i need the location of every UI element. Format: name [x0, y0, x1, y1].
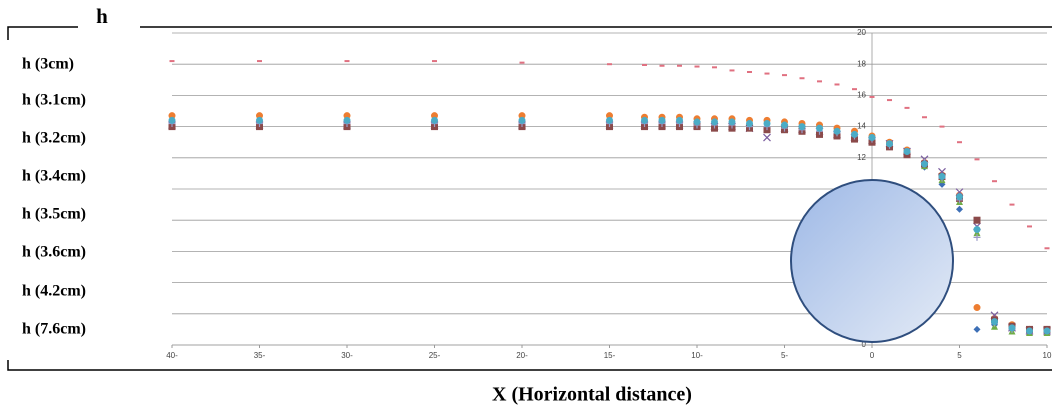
point	[676, 116, 683, 124]
legend-entry: h (3.5cm)	[22, 206, 86, 223]
point	[659, 64, 665, 67]
y-tick-label: 12	[857, 153, 866, 162]
marks	[168, 60, 1051, 337]
point	[257, 60, 262, 63]
point	[886, 140, 893, 148]
point	[746, 119, 753, 127]
point	[1009, 203, 1015, 206]
x-tick-label: 25-	[429, 351, 441, 360]
point	[432, 60, 437, 63]
point	[343, 116, 351, 124]
y-tick-label: 14	[857, 122, 866, 131]
point	[956, 193, 963, 201]
point	[1008, 324, 1016, 332]
point	[431, 116, 438, 124]
point	[518, 116, 526, 124]
point	[922, 116, 927, 119]
point	[833, 127, 841, 135]
point	[851, 130, 858, 138]
point	[764, 72, 770, 75]
point	[973, 216, 981, 224]
point	[344, 60, 350, 63]
point	[1043, 327, 1051, 335]
x-tick-label: 40-	[166, 351, 178, 360]
y-tick-label: 18	[857, 59, 866, 68]
point	[798, 123, 806, 131]
point	[677, 64, 682, 67]
x-tick-label: 0	[870, 351, 875, 360]
point	[782, 74, 787, 77]
x-tick-label: 15-	[604, 351, 616, 360]
x-tick-label: 35-	[254, 351, 266, 360]
point	[834, 83, 840, 86]
point	[938, 173, 946, 181]
frame-line	[7, 360, 1052, 371]
point	[781, 121, 788, 129]
x-tick-label: 5-	[781, 351, 788, 360]
point	[711, 118, 718, 126]
point	[869, 95, 875, 98]
point	[658, 116, 666, 124]
x-tick-label: 30-	[341, 351, 353, 360]
y-tick-label: 16	[857, 91, 866, 100]
legend-entry: h (3.4cm)	[22, 168, 86, 185]
point	[973, 304, 981, 312]
x-tick-label: 5	[957, 351, 962, 360]
frame-line	[7, 26, 78, 40]
chart-title: h	[96, 4, 108, 28]
x-tick-label: 10-	[691, 351, 703, 360]
legend-entry: h (3.2cm)	[22, 130, 86, 147]
point	[693, 118, 701, 126]
point	[256, 116, 263, 124]
point	[974, 158, 980, 161]
point	[973, 226, 981, 234]
point	[939, 125, 945, 128]
point	[956, 205, 963, 213]
x-tick-label: 20-	[516, 351, 528, 360]
point	[763, 119, 771, 127]
legend: h (3cm) h (3.1cm) h (3.2cm) h (3.4cm) h (3.5…	[22, 56, 86, 338]
point	[887, 99, 892, 102]
x-axis-title: X (Horizontal distance)	[492, 384, 692, 406]
point	[607, 63, 612, 66]
point	[817, 80, 822, 83]
legend-entry: h (3.6cm)	[22, 244, 86, 261]
point	[921, 160, 928, 168]
point	[852, 88, 857, 91]
x-tick-label: 10	[1043, 351, 1052, 360]
point	[957, 141, 962, 144]
point	[1027, 225, 1032, 228]
point	[973, 233, 981, 241]
point	[1026, 327, 1033, 335]
legend-entry: h (3cm)	[22, 56, 74, 73]
point	[903, 148, 911, 156]
point	[1044, 247, 1050, 250]
point	[642, 63, 647, 66]
point	[973, 325, 981, 333]
point	[816, 124, 823, 132]
point	[992, 180, 997, 183]
point	[747, 71, 752, 73]
point	[712, 66, 717, 69]
point	[991, 318, 998, 326]
point	[694, 65, 700, 68]
point	[519, 61, 525, 64]
legend-entry: h (4.2cm)	[22, 283, 86, 300]
point	[728, 118, 736, 126]
point	[868, 134, 876, 142]
point	[606, 116, 613, 124]
ball	[790, 179, 954, 343]
point	[168, 116, 176, 124]
frame	[7, 26, 1052, 371]
point	[729, 69, 735, 72]
y-tick-label: 20	[857, 28, 866, 37]
point	[641, 116, 648, 124]
point	[169, 60, 175, 63]
legend-entry: h (3.1cm)	[22, 92, 86, 109]
legend-entry: h (7.6cm)	[22, 321, 86, 338]
point	[904, 106, 910, 109]
point	[763, 133, 771, 142]
point	[799, 77, 805, 80]
